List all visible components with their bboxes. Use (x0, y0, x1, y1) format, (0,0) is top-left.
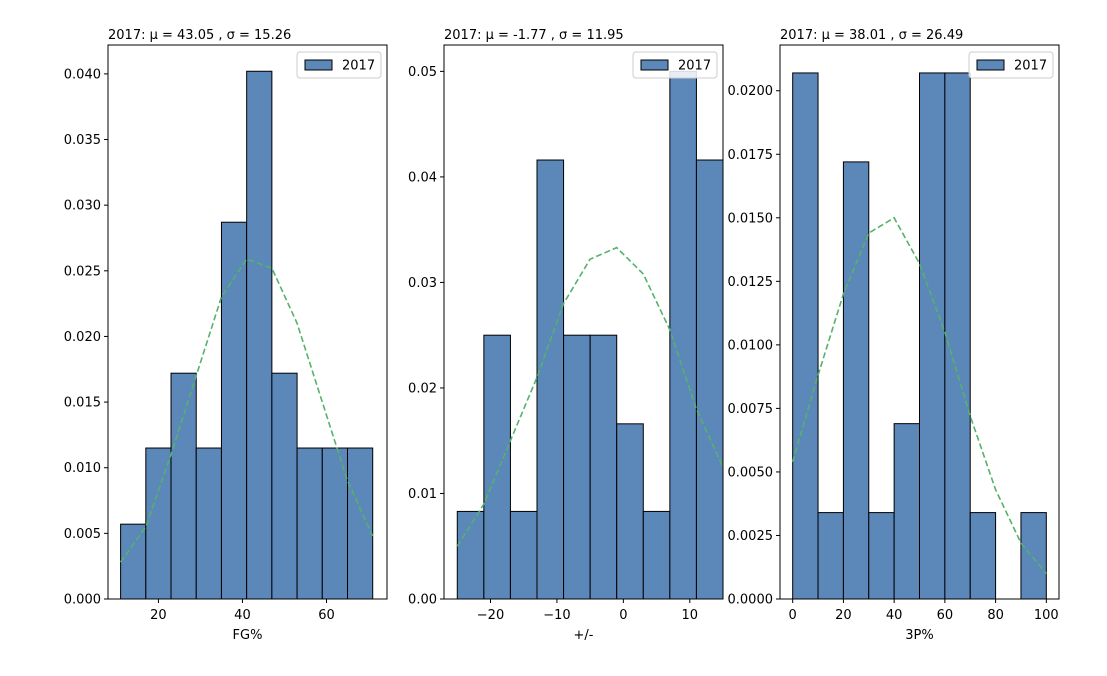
y-tick-label: 0.015 (64, 396, 101, 411)
y-tick-label: 0.0125 (728, 275, 774, 290)
x-tick-label: −20 (477, 608, 504, 623)
legend-swatch (640, 59, 669, 71)
legend-box (968, 51, 1054, 79)
histogram-bar (347, 447, 374, 600)
histogram-bar (1020, 512, 1047, 600)
legend-label: 2017 (678, 59, 711, 74)
legend-swatch (304, 59, 333, 71)
histogram-bar (695, 159, 724, 600)
y-tick-label: 0.0025 (728, 529, 774, 544)
y-tick-label: 0.01 (408, 487, 437, 502)
x-tick-label: 60 (318, 608, 335, 623)
y-tick-label: 0.0200 (728, 84, 774, 99)
y-tick-label: 0.02 (408, 381, 437, 396)
density-fit-line (791, 216, 1047, 575)
legend-label: 2017 (1014, 59, 1047, 74)
y-tick-label: 0.04 (408, 170, 437, 185)
histogram-bar (868, 512, 895, 600)
x-tick-label: 0 (619, 608, 627, 623)
histogram-bar (170, 372, 197, 600)
y-tick-label: 0.030 (64, 199, 101, 214)
histogram-bar (483, 334, 511, 600)
y-tick-label: 0.025 (64, 264, 101, 279)
x-tick-label: 20 (150, 608, 167, 623)
y-tick-label: 0.000 (64, 593, 101, 608)
three-point-percent-histogram: 0 20 40 60 80 100 0.0000 0.0025 0.0050 0.0075 0.01… (728, 28, 1060, 643)
x-axis-label: 3P% (905, 628, 933, 643)
y-tick-label: 0.040 (64, 67, 101, 82)
histogram-bar (893, 423, 920, 600)
x-axis-label: +/- (574, 628, 594, 643)
chart-title: 2017: μ = 43.05 , σ = 15.26 (108, 28, 291, 43)
legend-box (296, 51, 382, 79)
y-tick-label: 0.005 (64, 527, 101, 542)
x-tick-label: 0 (789, 608, 797, 623)
y-tick-label: 0.035 (64, 133, 101, 148)
histogram-bar (321, 447, 349, 600)
y-tick-label: 0.00 (408, 593, 437, 608)
histogram-bar (642, 510, 671, 600)
y-tick-label: 0.0150 (728, 211, 774, 226)
x-tick-label: 80 (987, 608, 1004, 623)
plus-minus-histogram: −20 −10 0 10 0.00 0.01 0.02 0.03 0.04 0.05 +/- 2017… (408, 28, 724, 643)
histogram-bar (120, 523, 147, 600)
y-tick-label: 0.0000 (728, 593, 774, 608)
x-tick-label: 20 (835, 608, 852, 623)
axes-frame (443, 44, 724, 600)
histogram-bar (969, 512, 997, 600)
y-tick-label: 0.05 (408, 65, 437, 80)
histogram-bar (563, 334, 591, 600)
density-fit-line (119, 258, 374, 563)
histogram-bar (536, 159, 565, 600)
x-tick-label: 40 (886, 608, 903, 623)
y-tick-label: 0.0100 (728, 338, 774, 353)
histogram-bar (589, 334, 618, 600)
histogram-bar (944, 72, 971, 600)
histogram-bar (842, 161, 870, 600)
histogram-bar (817, 512, 844, 600)
legend-label: 2017 (342, 59, 375, 74)
histogram-bar (220, 221, 248, 600)
density-fit-line (456, 246, 724, 547)
y-tick-label: 0.0075 (728, 402, 774, 417)
histogram-bar (195, 447, 222, 600)
y-tick-label: 0.010 (64, 461, 101, 476)
x-tick-label: −10 (543, 608, 570, 623)
x-axis-label: FG% (233, 628, 263, 643)
y-tick-label: 0.020 (64, 330, 101, 345)
y-tick-label: 0.03 (408, 276, 437, 291)
histogram-bar (296, 447, 323, 600)
x-tick-label: 100 (1034, 608, 1059, 623)
chart-title: 2017: μ = 38.01 , σ = 26.49 (780, 28, 963, 43)
histogram-bar (616, 423, 644, 600)
histogram-bar (669, 70, 697, 600)
y-tick-label: 0.0050 (728, 465, 774, 480)
histogram-bar (271, 372, 298, 600)
axes-frame (107, 44, 388, 600)
chart-title: 2017: μ = -1.77 , σ = 11.95 (444, 28, 624, 43)
fg-percent-histogram: 20 40 60 0.000 0.005 0.010 0.015 0.020 0.025 0.03… (64, 28, 388, 643)
histogram-bar (919, 72, 946, 600)
legend-swatch (976, 59, 1005, 71)
histogram-bar (792, 72, 819, 600)
x-tick-label: 60 (937, 608, 954, 623)
histogram-bar (145, 447, 172, 600)
legend-box (632, 51, 718, 79)
y-tick-label: 0.0175 (728, 148, 774, 163)
x-tick-label: 40 (234, 608, 251, 623)
axes-frame (779, 44, 1060, 600)
x-tick-label: 10 (682, 608, 699, 623)
histogram-bar (456, 510, 485, 600)
histogram-bar (246, 70, 273, 600)
histogram-bar (509, 510, 538, 600)
